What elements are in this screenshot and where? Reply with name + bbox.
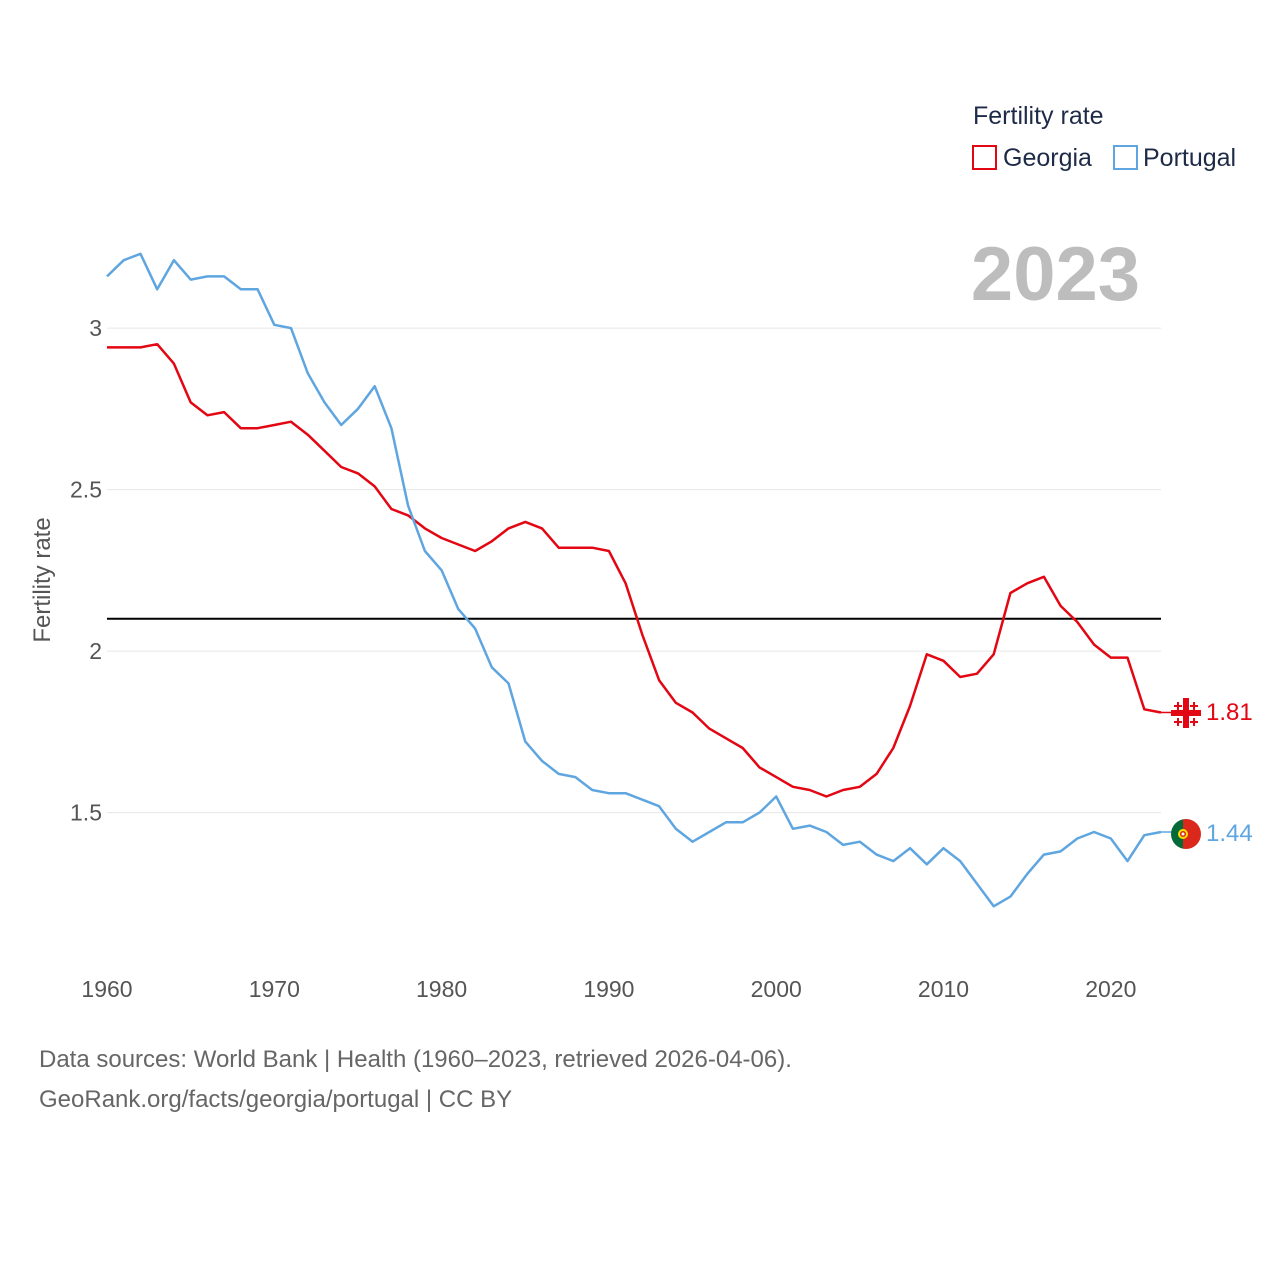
end-label-georgia: 1.81 — [1206, 699, 1253, 726]
legend-label-georgia: Georgia — [1003, 144, 1092, 172]
series-line-georgia — [107, 342, 1162, 798]
x-tick-label: 2020 — [1085, 976, 1136, 1002]
y-axis-ticks: 1.5 2 2.5 3 — [70, 315, 102, 826]
portugal-flag-icon — [1171, 819, 1201, 849]
legend-title: Fertility rate — [973, 102, 1104, 130]
year-badge: 2023 — [971, 232, 1140, 317]
footer-attribution: GeoRank.org/facts/georgia/portugal | CC … — [39, 1086, 513, 1113]
y-axis-title: Fertility rate — [29, 517, 56, 642]
legend: Fertility rate Georgia Portugal — [972, 102, 1236, 172]
series-line-portugal — [106, 252, 1162, 908]
grid-lines — [107, 327, 1161, 814]
georgia-flag-icon — [1171, 698, 1201, 728]
x-tick-label: 1990 — [583, 976, 634, 1002]
footer-sources: Data sources: World Bank | Health (1960–… — [39, 1046, 792, 1073]
y-tick-label: 3 — [89, 315, 102, 341]
x-tick-label: 1970 — [249, 976, 300, 1002]
series-lines — [106, 252, 1172, 908]
end-label-portugal: 1.44 — [1206, 820, 1253, 847]
y-tick-label: 2 — [89, 638, 102, 664]
x-tick-label: 1960 — [81, 976, 132, 1002]
x-axis-ticks: 1960 1970 1980 1990 2000 2010 2020 — [81, 976, 1136, 1002]
y-tick-label: 1.5 — [70, 800, 102, 826]
legend-swatch-georgia — [972, 145, 997, 170]
x-tick-label: 2010 — [918, 976, 969, 1002]
y-tick-label: 2.5 — [70, 477, 102, 503]
legend-label-portugal: Portugal — [1143, 144, 1236, 172]
x-tick-label: 2000 — [751, 976, 802, 1002]
legend-swatch-portugal — [1113, 145, 1138, 170]
x-tick-label: 1980 — [416, 976, 467, 1002]
